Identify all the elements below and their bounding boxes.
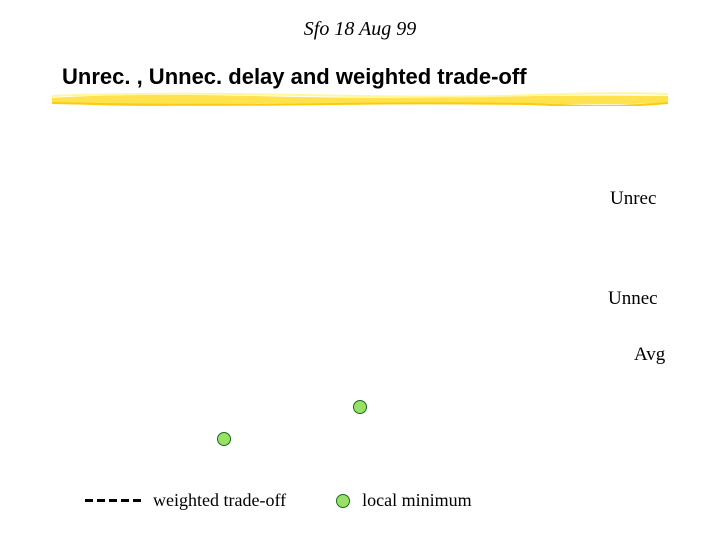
slide-title: Unrec. , Unnec. delay and weighted trade… (62, 64, 527, 90)
legend-local-label: local minimum (362, 490, 472, 511)
slide-header: Sfo 18 Aug 99 (0, 18, 720, 41)
local-min-marker (353, 400, 367, 414)
label-avg: Avg (634, 344, 665, 366)
title-underline (52, 92, 668, 106)
legend-weighted: weighted trade-off (85, 490, 286, 511)
label-unnec: Unnec (608, 288, 658, 310)
local-min-marker (217, 432, 231, 446)
circle-icon (336, 494, 350, 508)
legend-weighted-label: weighted trade-off (153, 490, 286, 511)
legend: weighted trade-off local minimum (85, 490, 472, 511)
label-unrec: Unrec (610, 188, 656, 210)
dash-icon (85, 499, 141, 502)
legend-local: local minimum (336, 490, 472, 511)
